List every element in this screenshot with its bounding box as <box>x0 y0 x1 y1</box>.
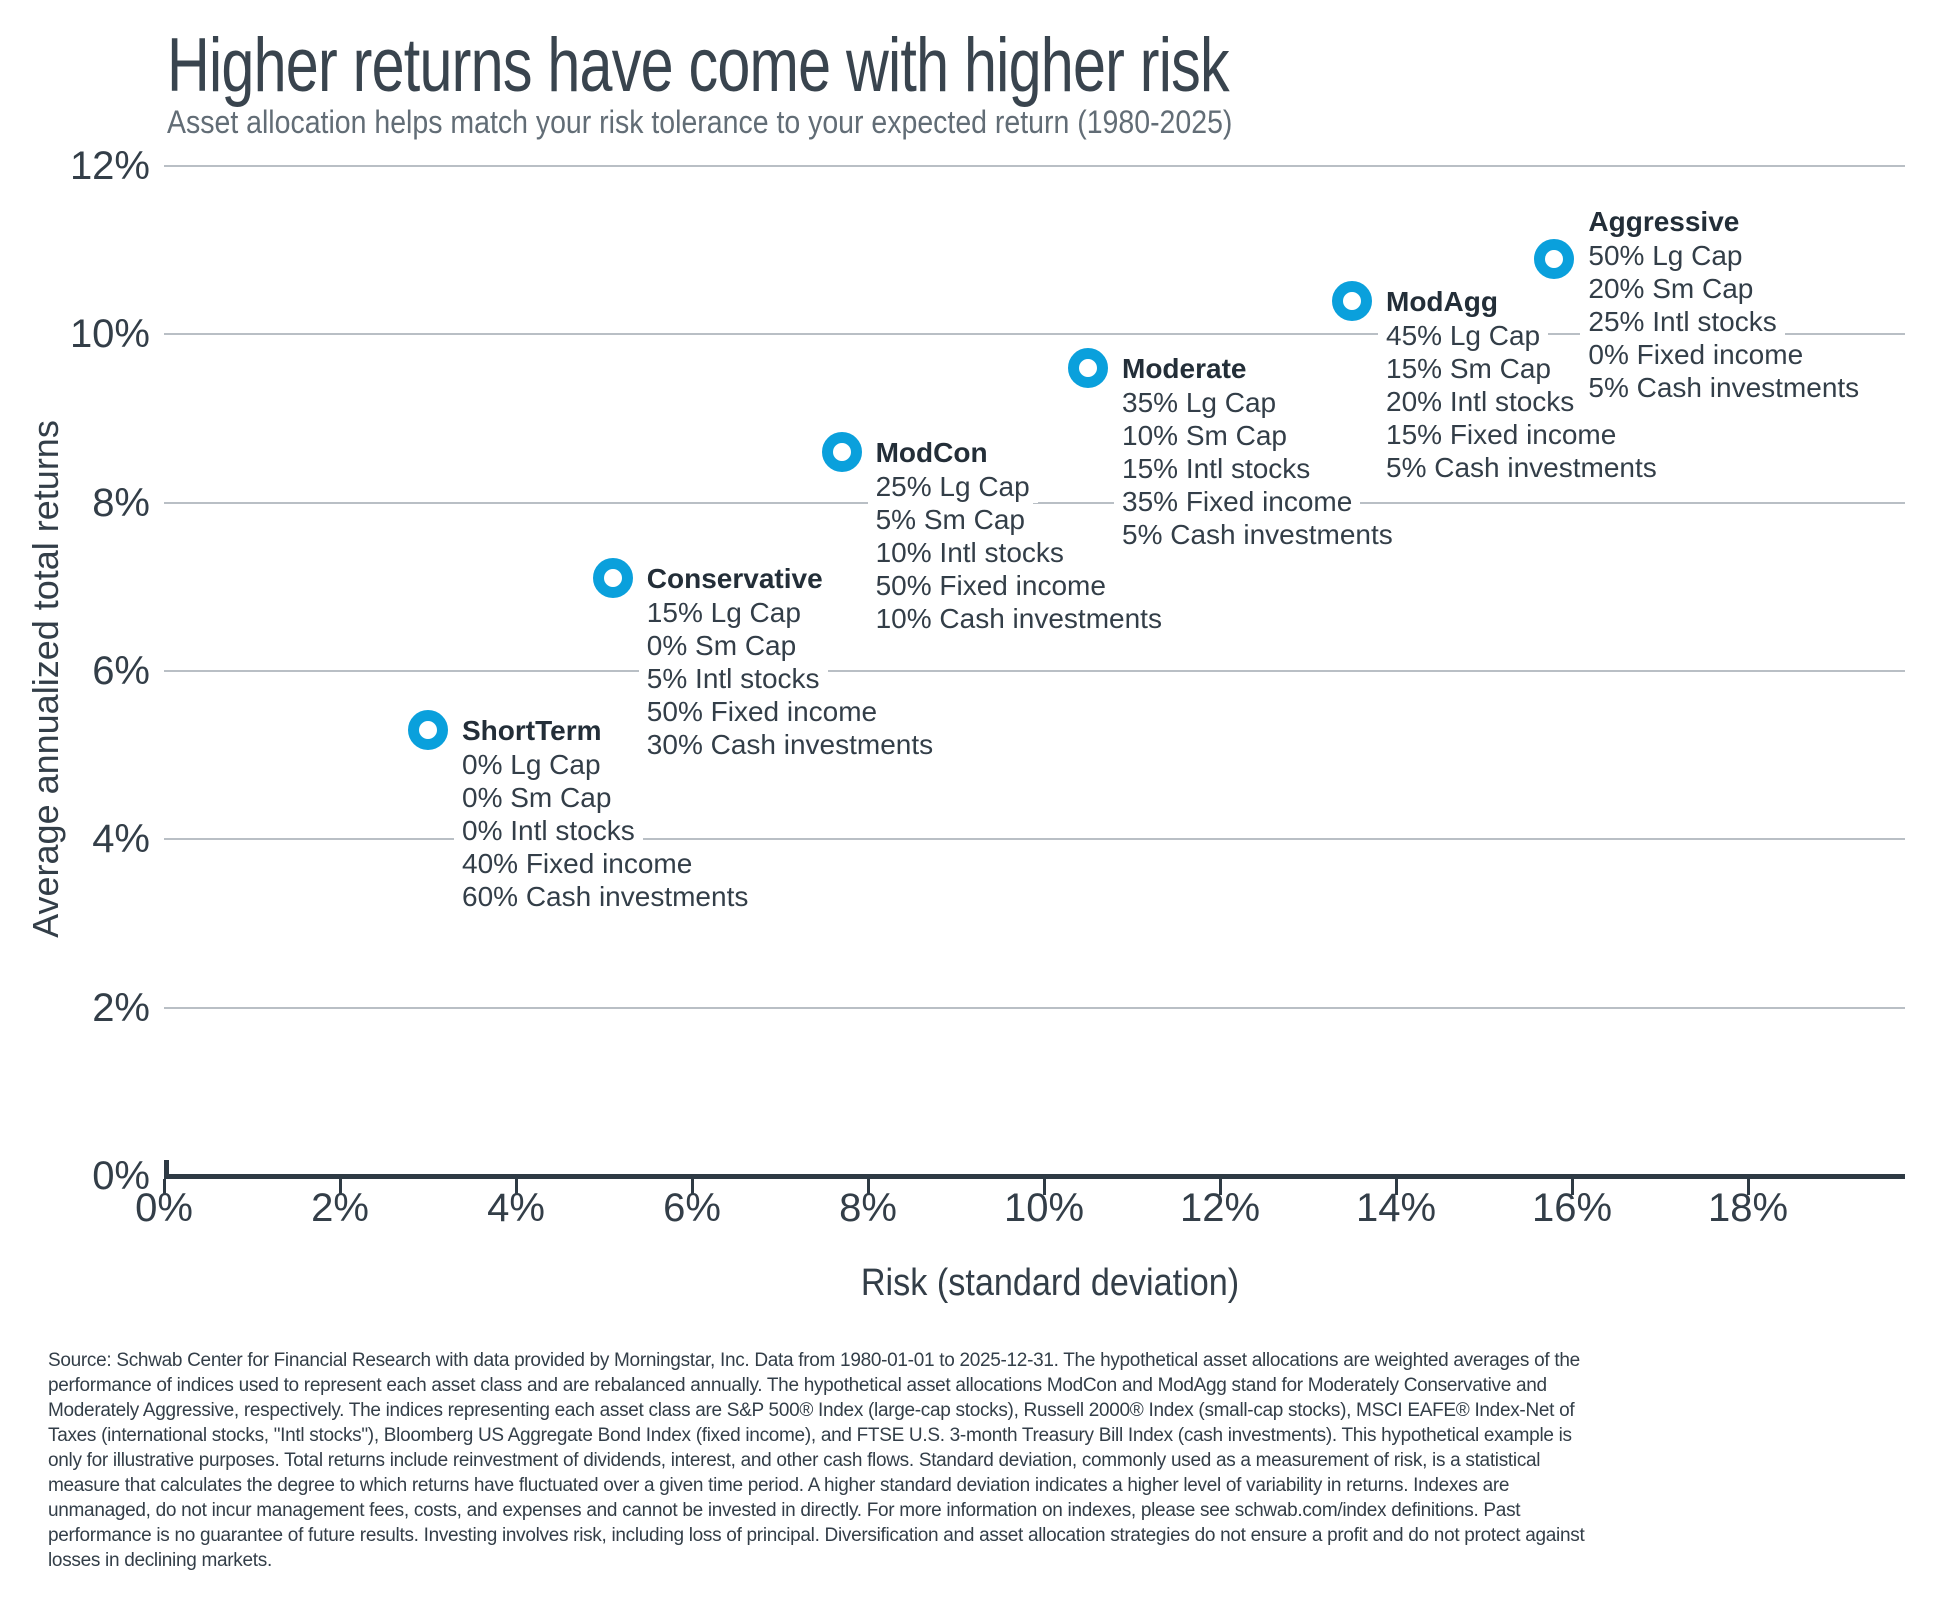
annotation-title: Moderate <box>1114 351 1401 386</box>
allocation-line: 15% Intl stocks <box>1114 451 1401 485</box>
x-tick-label: 6% <box>663 1186 721 1230</box>
allocation-line: 10% Sm Cap <box>1114 418 1401 452</box>
x-tick <box>1571 1179 1574 1195</box>
annotation-title: ShortTerm <box>454 713 756 748</box>
data-point-marker-aggressive-icon <box>1534 238 1575 279</box>
allocation-line: 10% Intl stocks <box>867 536 1170 570</box>
annotation-moderate: Moderate 35% Lg Cap 10% Sm Cap 15% Intl sto… <box>1114 351 1401 551</box>
page-subtitle: Asset allocation helps match your risk t… <box>167 104 1233 140</box>
x-tick <box>867 1179 870 1195</box>
allocation-line: 0% Sm Cap <box>638 629 941 663</box>
allocation-line: 0% Fixed income <box>1580 337 1867 371</box>
x-tick-label: 8% <box>839 1186 897 1230</box>
allocation-line: 15% Lg Cap <box>638 596 941 630</box>
gridline-4% <box>164 838 1905 841</box>
annotation-shortterm: ShortTerm 0% Lg Cap 0% Sm Cap 0% Intl stock… <box>454 713 757 913</box>
footer-disclosure: Source: Schwab Center for Financial Rese… <box>48 1350 1585 1571</box>
gridline-2% <box>164 1006 1905 1009</box>
y-tick-label: 8% <box>92 480 150 525</box>
annotation-modcon: ModCon 25% Lg Cap 5% Sm Cap 10% Intl stocks… <box>867 436 1170 636</box>
allocation-line: 35% Lg Cap <box>1114 385 1401 419</box>
y-axis-title: Average annualized total returns <box>25 420 66 938</box>
annotation-title: ModCon <box>867 436 1170 471</box>
y-tick-label: 12% <box>69 143 150 188</box>
data-point-marker-modagg-icon <box>1332 280 1372 321</box>
x-tick <box>339 1179 342 1195</box>
data-point-marker-modcon-icon <box>821 432 862 473</box>
allocation-line: 30% Cash investments <box>638 728 942 762</box>
y-tick-label: 6% <box>92 648 150 693</box>
allocation-line: 10% Cash investments <box>867 602 1170 636</box>
allocation-line: 0% Lg Cap <box>454 747 756 781</box>
allocation-line: 5% Cash investments <box>1580 370 1868 404</box>
allocation-line: 15% Sm Cap <box>1378 351 1665 385</box>
x-axis-title: Risk (standard deviation) <box>860 1262 1240 1304</box>
allocation-line: 50% Fixed income <box>638 695 941 729</box>
allocation-line: 40% Fixed income <box>454 846 756 880</box>
allocation-line: 5% Sm Cap <box>867 503 1170 537</box>
x-axis-end-cap <box>164 1160 169 1176</box>
page-title: Higher returns have come with higher ris… <box>167 23 1230 108</box>
gridline-12% <box>164 164 1905 167</box>
annotation-modagg: ModAgg 45% Lg Cap 15% Sm Cap 20% Intl stock… <box>1378 284 1665 484</box>
x-tick-label: 0% <box>135 1186 193 1230</box>
x-tick-label: 4% <box>487 1186 545 1230</box>
allocation-line: 5% Cash investments <box>1378 450 1665 484</box>
allocation-line: 15% Fixed income <box>1378 417 1665 451</box>
allocation-line: 20% Sm Cap <box>1580 271 1867 305</box>
data-point-marker-conservative-icon <box>592 558 633 599</box>
annotation-aggressive: Aggressive 50% Lg Cap 20% Sm Cap 25% Intl s… <box>1580 204 1868 404</box>
allocation-line: 20% Intl stocks <box>1378 384 1665 418</box>
x-tick <box>163 1179 166 1195</box>
data-point-marker-shortterm-icon <box>408 709 448 750</box>
y-tick-label: 4% <box>92 817 150 862</box>
data-point-marker-moderate-icon <box>1068 347 1108 388</box>
allocation-line: 5% Intl stocks <box>638 662 941 696</box>
annotation-title: Aggressive <box>1580 204 1867 239</box>
y-tick-label: 10% <box>69 312 150 357</box>
x-tick-label: 16% <box>1531 1186 1613 1230</box>
allocation-line: 50% Lg Cap <box>1580 238 1867 272</box>
annotation-conservative: Conservative 15% Lg Cap 0% Sm Cap 5% Intl s… <box>638 562 942 762</box>
x-tick <box>1395 1179 1398 1195</box>
x-tick-label: 12% <box>1179 1186 1261 1230</box>
x-tick-label: 2% <box>311 1186 369 1230</box>
gridline-6% <box>164 669 1905 672</box>
x-tick <box>1747 1179 1750 1195</box>
x-tick-label: 14% <box>1355 1186 1437 1230</box>
allocation-line: 0% Intl stocks <box>454 813 756 847</box>
allocation-line: 50% Fixed income <box>867 569 1170 603</box>
annotation-title: Conservative <box>638 562 941 597</box>
allocation-line: 45% Lg Cap <box>1378 318 1665 352</box>
allocation-line: 35% Fixed income <box>1114 484 1401 518</box>
allocation-line: 0% Sm Cap <box>454 780 756 814</box>
x-axis-line <box>164 1174 1905 1179</box>
allocation-line: 5% Cash investments <box>1114 517 1401 551</box>
x-tick <box>515 1179 518 1195</box>
annotation-title: ModAgg <box>1378 284 1665 319</box>
allocation-line: 25% Lg Cap <box>867 470 1170 504</box>
x-tick-label: 10% <box>1003 1186 1085 1230</box>
x-tick <box>691 1179 694 1195</box>
allocation-line: 25% Intl stocks <box>1580 304 1867 338</box>
x-tick <box>1219 1179 1222 1195</box>
x-tick-label: 18% <box>1707 1186 1789 1230</box>
gridline-10% <box>164 333 1905 336</box>
y-tick-label: 2% <box>92 985 150 1030</box>
allocation-line: 60% Cash investments <box>454 879 757 913</box>
y-tick-label: 0% <box>92 1154 150 1198</box>
x-tick <box>1043 1179 1046 1195</box>
